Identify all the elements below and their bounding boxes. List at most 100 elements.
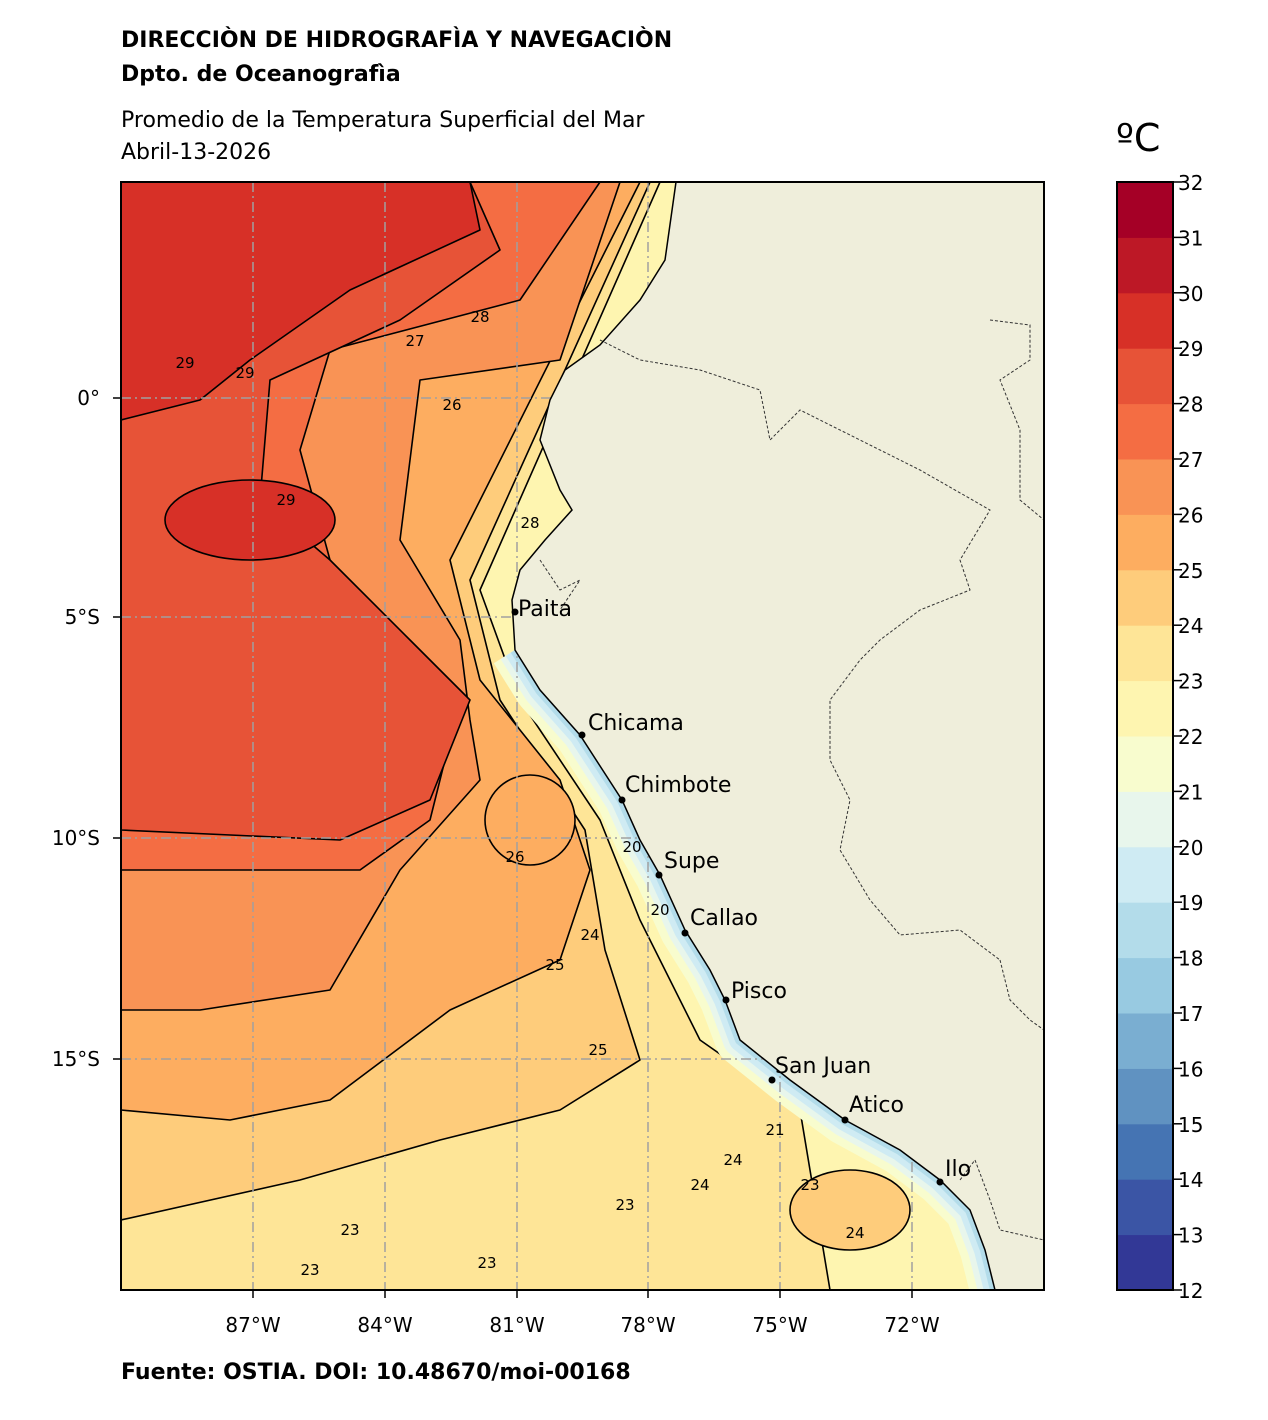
city-label-san-juan: San Juan (775, 1054, 871, 1079)
colorbar-bin (1117, 514, 1173, 571)
lon-tick-label: 81°W (489, 1313, 544, 1337)
city-label-paita: Paita (518, 597, 572, 622)
land-layer (511, 182, 1044, 1290)
colorbar-bin (1117, 902, 1173, 959)
warm-patch-26 (484, 774, 576, 866)
colorbar-tick-label: 28 (1178, 393, 1203, 417)
city-marker (936, 1178, 944, 1186)
lat-tick-label: 0° (77, 386, 100, 410)
country-border (989, 319, 1044, 521)
colorbar-bin (1117, 1234, 1173, 1291)
colorbar-bin (1117, 403, 1173, 460)
contour-label: 28 (470, 308, 489, 326)
contour-label: 25 (545, 956, 564, 974)
city-marker (768, 1076, 776, 1084)
map-title: Promedio de la Temperatura Superficial d… (121, 108, 645, 133)
contour-label: 28 (520, 514, 539, 532)
colorbar-bin (1117, 237, 1173, 294)
colorbar-bin (1117, 459, 1173, 515)
colorbar-bin (1117, 292, 1173, 349)
contour-label: 26 (505, 848, 524, 866)
lat-tick-label: 10°S (52, 826, 100, 850)
colorbar-bin (1117, 569, 1173, 626)
institution-title: DIRECCIÒN DE HIDROGRAFÌA Y NAVEGACIÒN (121, 28, 673, 53)
contour-label: 24 (845, 1224, 864, 1242)
city-markers: Paita Chicama Chimbote Supe Callao Pisco San J… (511, 597, 971, 1186)
colorbar-bin (1117, 680, 1173, 737)
country-border (539, 559, 582, 611)
map-frame (120, 181, 1045, 1291)
colorbar-tick-label: 12 (1178, 1279, 1203, 1303)
city-marker (681, 929, 689, 937)
colorbar-tick-label: 15 (1178, 1113, 1203, 1137)
country-border (999, 959, 1044, 1031)
contour-label: 23 (300, 1261, 319, 1279)
contour-label: 20 (622, 838, 641, 856)
city-label-chimbote: Chimbote (625, 773, 731, 798)
colorbar-tick-label: 24 (1178, 614, 1203, 638)
contour-label: 27 (405, 332, 424, 350)
source-footer: Fuente: OSTIA. DOI: 10.48670/moi-00168 (121, 1360, 631, 1385)
colorbar-tick-label: 32 (1178, 171, 1203, 195)
city-label-chicama: Chicama (588, 711, 684, 736)
map-axes: 87°W 84°W 81°W 78°W 75°W 72°W 0° 5°S 10°S 15°S (52, 386, 940, 1337)
colorbar-tick-label: 22 (1178, 725, 1203, 749)
contour-label: 24 (723, 1151, 742, 1169)
contour-label: 24 (580, 926, 599, 944)
city-label-pisco: Pisco (731, 979, 787, 1004)
contour-labels: 28 27 29 29 26 29 28 26 24 25 25 20 20 21 24 24 23 23 23 24… (175, 308, 864, 1279)
contour-label: 23 (340, 1221, 359, 1239)
colorbar-unit: ºC (1116, 116, 1161, 160)
colorbar-bin (1117, 1013, 1173, 1069)
city-label-supe: Supe (664, 849, 719, 874)
city-marker (841, 1116, 849, 1124)
colorbar-tick-label: 21 (1178, 780, 1203, 804)
temperature-band (121, 182, 481, 421)
colorbar-tick-label: 16 (1178, 1057, 1203, 1081)
contour-label: 20 (650, 901, 669, 919)
colorbar-tick-label: 20 (1178, 836, 1203, 860)
colorbar-bin (1117, 846, 1173, 903)
contour-label: 23 (477, 1254, 496, 1272)
city-label-ilo: Ilo (945, 1157, 971, 1182)
contour-label: 29 (276, 491, 295, 509)
warm-core-29 (164, 479, 336, 561)
city-marker (511, 608, 519, 616)
colorbar-tick-label: 31 (1178, 226, 1203, 250)
colorbar-bin (1117, 957, 1173, 1014)
colorbar-bin (1117, 1068, 1173, 1125)
colorbar-tick-label: 14 (1178, 1168, 1203, 1192)
contour-label: 21 (765, 1121, 784, 1139)
colorbar-tick-label: 30 (1178, 282, 1203, 306)
colorbar-tick-label: 27 (1178, 448, 1203, 472)
contour-label: 29 (235, 364, 254, 382)
colorbar-tick-label: 13 (1178, 1224, 1203, 1248)
lon-tick-label: 78°W (620, 1313, 675, 1337)
colorbar-tick-label: 23 (1178, 670, 1203, 694)
contour-label: 25 (588, 1041, 607, 1059)
colorbar-bin (1117, 791, 1173, 848)
colorbar-bin (1117, 736, 1173, 792)
colorbar-bin (1117, 1179, 1173, 1236)
country-border (959, 1158, 1044, 1241)
warm-patch-24 (789, 1169, 911, 1251)
city-marker (722, 996, 730, 1004)
city-marker (578, 731, 586, 739)
lon-tick-label: 72°W (884, 1313, 939, 1337)
colorbar-tick-label: 18 (1178, 947, 1203, 971)
colorbar-tick-label: 25 (1178, 559, 1203, 583)
colorbar-bin (1117, 1123, 1173, 1180)
colorbar-tick-label: 29 (1178, 337, 1203, 361)
colorbar: 32 31 30 29 28 27 26 25 24 23 22 21 20 19 18 17 16 15 14 13… (1116, 171, 1203, 1303)
colorbar-tick-label: 17 (1178, 1002, 1203, 1026)
city-label-atico: Atico (849, 1093, 904, 1118)
colorbar-bin (1117, 625, 1173, 682)
contour-label: 24 (690, 1176, 709, 1194)
contour-label: 29 (175, 354, 194, 372)
land-mass (511, 182, 1044, 1290)
contour-label: 26 (442, 396, 461, 414)
city-marker (618, 796, 626, 804)
contour-label: 23 (615, 1196, 634, 1214)
colorbar-bin (1117, 348, 1173, 405)
